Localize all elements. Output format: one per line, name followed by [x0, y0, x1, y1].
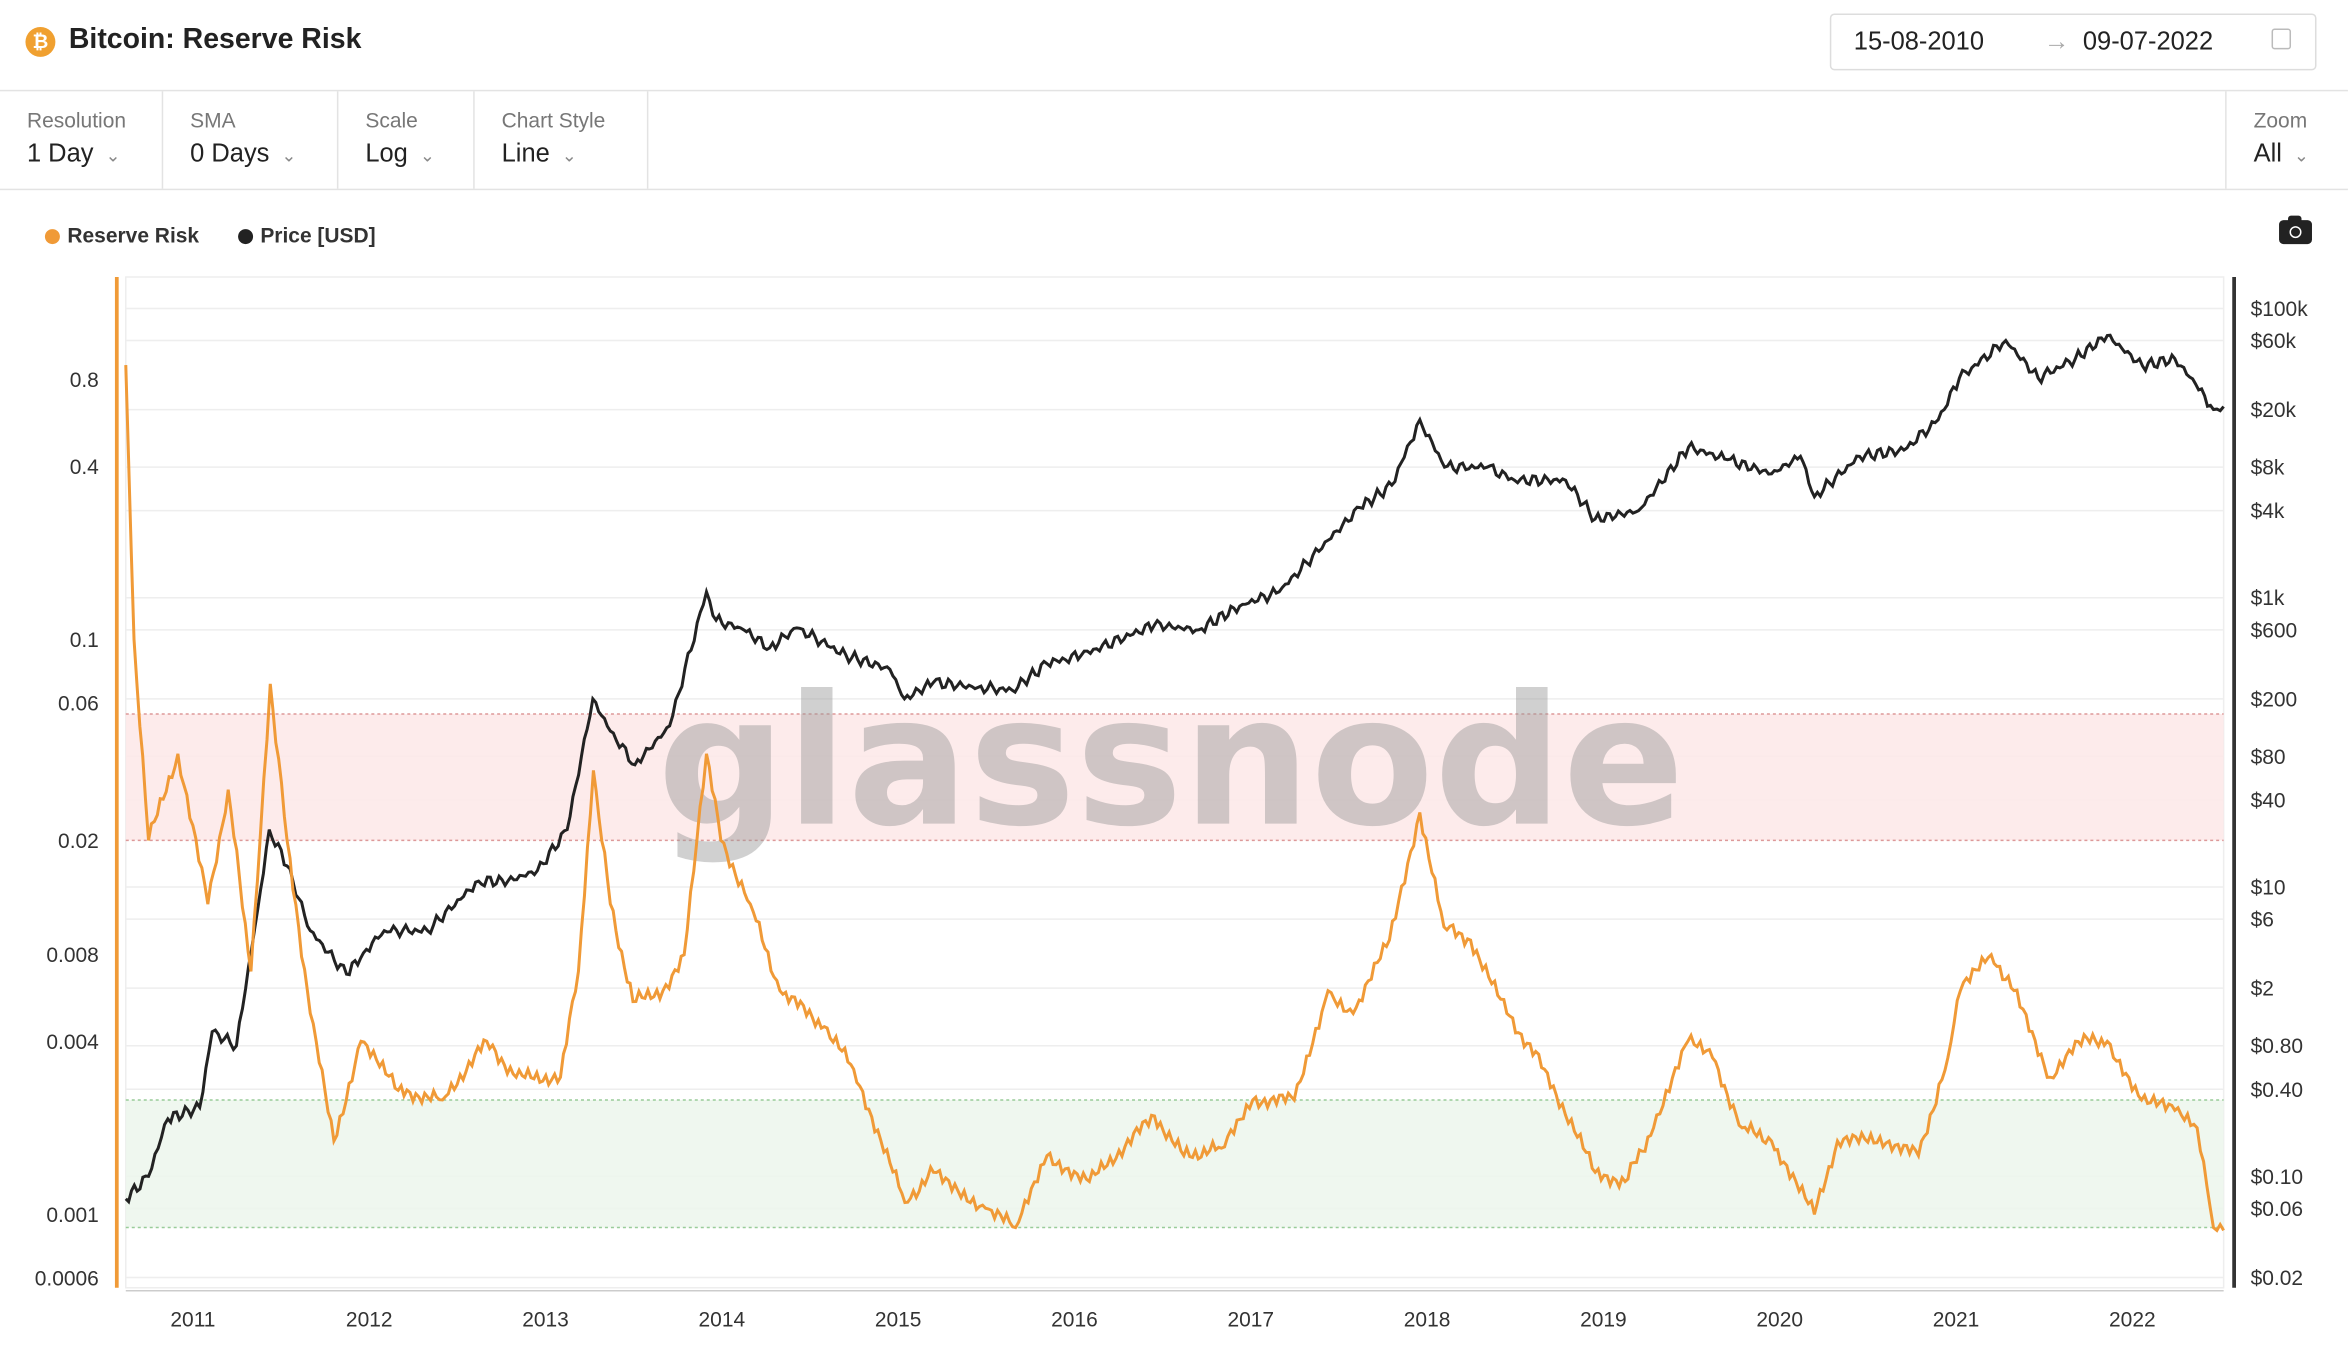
page-title: Bitcoin: Reserve Risk [68, 23, 362, 56]
chevron-down-icon: ⌄ [419, 145, 435, 167]
orange-dot-icon [44, 229, 60, 245]
green-band [125, 1099, 2224, 1228]
chevron-down-icon: ⌄ [105, 145, 121, 167]
controls-bar: Resolution 1 Day ⌄ SMA 0 Days ⌄ Scale Log ⌄ Ch… [0, 91, 2348, 191]
calendar-icon[interactable] [2271, 28, 2292, 50]
y-left-tick-label: 0.0006 [35, 1268, 99, 1291]
resolution-dropdown[interactable]: Resolution 1 Day ⌄ [0, 91, 164, 189]
resolution-value: 1 Day [26, 139, 94, 168]
y-right-tick-label: $0.40 [2251, 1079, 2303, 1102]
scale-value: Log [365, 139, 408, 168]
y-right-tick-label: $1k [2251, 587, 2285, 610]
y-right-tick-label: $200 [2251, 688, 2298, 711]
legend-item-reserve-risk[interactable]: Reserve Risk [44, 223, 199, 247]
x-tick-label: 2021 [1933, 1309, 1980, 1332]
y-right-tick-label: $0.06 [2251, 1198, 2303, 1221]
zoom-dropdown[interactable]: Zoom All ⌄ [2225, 91, 2348, 189]
y-right-tick-label: $80 [2251, 746, 2286, 769]
x-tick-label: 2022 [2109, 1309, 2156, 1332]
chevron-down-icon: ⌄ [281, 145, 297, 167]
chart-style-label: Chart Style [501, 107, 606, 132]
y-left-tick-label: 0.004 [46, 1031, 99, 1054]
sma-dropdown[interactable]: SMA 0 Days ⌄ [163, 91, 339, 189]
price-line [124, 333, 2225, 1205]
y-right-tick-label: $60k [2251, 330, 2297, 353]
x-tick-label: 2011 [170, 1309, 215, 1332]
arrow-right-icon: → [2043, 26, 2070, 56]
y-right-tick-label: $6 [2251, 909, 2274, 932]
x-tick-label: 2016 [1051, 1309, 1098, 1332]
y-right-tick-label: $2 [2251, 978, 2274, 1001]
y-right-tick-label: $0.80 [2251, 1035, 2303, 1058]
x-tick-label: 2017 [1227, 1309, 1274, 1332]
sma-label: SMA [190, 107, 236, 132]
legend-item-price[interactable]: Price [USD] [237, 223, 376, 247]
y-left-tick-label: 0.8 [70, 369, 99, 392]
zoom-label: Zoom [2253, 107, 2308, 132]
watermark: glassnode [657, 658, 1684, 867]
chevron-down-icon: ⌄ [561, 145, 577, 167]
zoom-value: All [2253, 139, 2282, 168]
camera-icon[interactable] [2279, 215, 2312, 245]
bitcoin-icon: ₿ [25, 26, 56, 57]
x-tick-label: 2020 [1756, 1309, 1803, 1332]
y-right-tick-label: $20k [2251, 399, 2297, 422]
y-left-tick-label: 0.008 [46, 944, 98, 967]
x-tick-label: 2014 [699, 1309, 746, 1332]
x-tick-label: 2018 [1404, 1309, 1451, 1332]
resolution-label: Resolution [26, 107, 127, 132]
black-dot-icon [237, 229, 253, 245]
x-tick-label: 2012 [346, 1309, 393, 1332]
date-to[interactable]: 09-07-2022 [2082, 26, 2214, 56]
y-left-tick-label: 0.1 [70, 629, 99, 652]
reserve-risk-line [124, 365, 2225, 1233]
x-tick-label: 2019 [1580, 1309, 1627, 1332]
y-left-tick-label: 0.06 [58, 693, 99, 716]
legend: Reserve Risk Price [USD] [44, 223, 409, 247]
red-band [125, 714, 2224, 841]
y-left-tick-label: 0.4 [70, 456, 99, 479]
scale-label: Scale [365, 107, 418, 132]
x-tick-label: 2015 [875, 1309, 922, 1332]
y-left-tick-label: 0.001 [46, 1204, 98, 1227]
chevron-down-icon: ⌄ [2293, 145, 2309, 167]
y-right-tick-label: $600 [2251, 619, 2298, 642]
date-from[interactable]: 15-08-2010 [1853, 26, 1985, 56]
chart-style-value: Line [501, 139, 550, 168]
chart-style-dropdown[interactable]: Chart Style Line ⌄ [475, 91, 649, 189]
y-right-tick-label: $100k [2251, 298, 2309, 321]
y-right-tick-label: $0.10 [2251, 1166, 2303, 1189]
x-tick-label: 2013 [522, 1309, 569, 1332]
y-right-tick-label: $4k [2251, 500, 2285, 523]
y-right-tick-label: $8k [2251, 457, 2285, 480]
date-range-picker[interactable]: 15-08-2010 → 09-07-2022 [1829, 13, 2317, 71]
scale-dropdown[interactable]: Scale Log ⌄ [338, 91, 475, 189]
header: ₿ Bitcoin: Reserve Risk 15-08-2010 → 09-… [0, 0, 2348, 92]
y-right-tick-label: $40 [2251, 789, 2286, 812]
y-right-tick-label: $10 [2251, 877, 2286, 900]
y-right-tick-label: $0.02 [2251, 1267, 2303, 1290]
y-left-tick-label: 0.02 [58, 830, 99, 853]
sma-value: 0 Days [190, 139, 270, 168]
